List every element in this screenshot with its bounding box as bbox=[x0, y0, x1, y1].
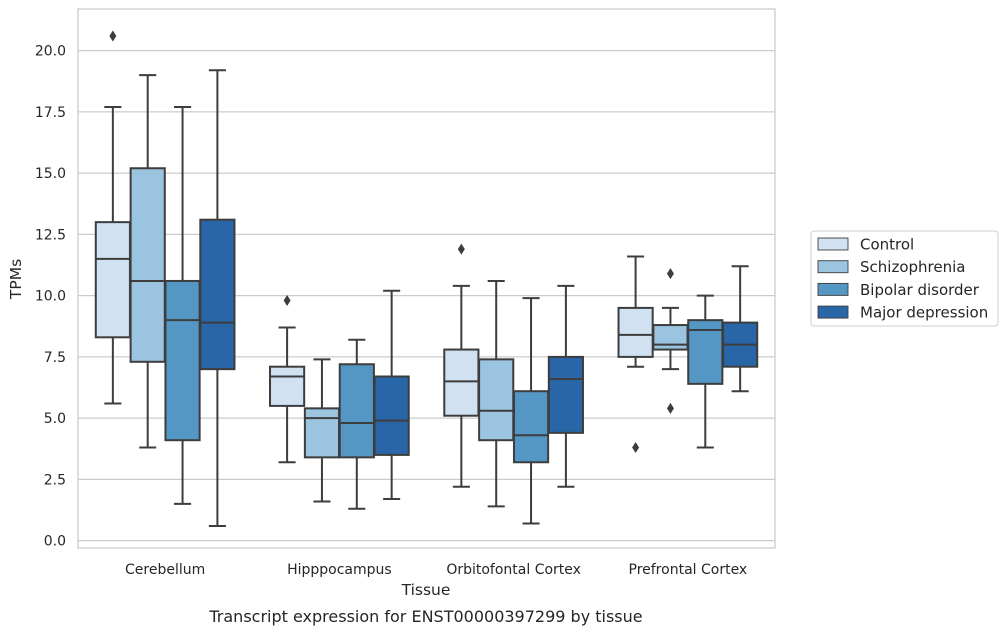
y-tick-label: 5.0 bbox=[44, 411, 66, 427]
box-iqr bbox=[652, 324, 689, 351]
box-schizophrenia bbox=[303, 358, 341, 503]
x-tick-label: Orbitofontal Cortex bbox=[446, 562, 581, 578]
box-bipolar-disorder bbox=[338, 338, 375, 510]
legend-label: Bipolar disorder bbox=[860, 281, 980, 299]
outlier-point bbox=[632, 442, 640, 454]
box-bipolar-disorder bbox=[512, 297, 550, 525]
legend-swatch bbox=[817, 237, 849, 251]
box-iqr bbox=[512, 390, 550, 464]
box-iqr bbox=[269, 365, 306, 407]
box-iqr bbox=[303, 407, 341, 459]
box-iqr bbox=[617, 306, 654, 358]
box-major-depression bbox=[547, 284, 584, 488]
box-schizophrenia bbox=[652, 268, 689, 414]
box-control bbox=[443, 243, 480, 488]
box-iqr bbox=[338, 363, 375, 459]
x-tick-label: Prefrontal Cortex bbox=[629, 562, 748, 578]
outlier-point bbox=[666, 402, 674, 414]
box-major-depression bbox=[373, 289, 410, 500]
y-tick-label: 10.0 bbox=[35, 289, 66, 305]
box-bipolar-disorder bbox=[164, 106, 201, 505]
y-tick-label: 12.5 bbox=[35, 227, 66, 243]
y-tick-labels: 0.0 2.5 5.0 7.5 10.0 12.5 15.0 17.5 20.0 bbox=[35, 44, 66, 550]
box-control bbox=[617, 255, 654, 454]
box-major-depression bbox=[722, 265, 759, 393]
box-bipolar-disorder bbox=[687, 294, 724, 449]
legend-swatch bbox=[817, 282, 849, 296]
box-control bbox=[94, 30, 131, 405]
box-iqr bbox=[443, 348, 480, 417]
legend-swatch bbox=[817, 305, 849, 319]
box-iqr bbox=[164, 279, 201, 442]
box-schizophrenia bbox=[129, 74, 166, 449]
x-tick-label: Cerebellum bbox=[125, 562, 205, 578]
box-control bbox=[269, 295, 306, 464]
y-axis-label: TPMs bbox=[7, 259, 25, 300]
legend-label: Major depression bbox=[860, 304, 988, 322]
outlier-point bbox=[666, 268, 674, 280]
outlier-point bbox=[109, 30, 117, 42]
y-tick-label: 2.5 bbox=[44, 472, 66, 488]
y-tick-label: 20.0 bbox=[35, 44, 66, 60]
legend-items: Control Schizophrenia Bipolar disorder Majo… bbox=[817, 236, 988, 322]
box-major-depression bbox=[199, 69, 236, 527]
outlier-point bbox=[283, 295, 291, 307]
outlier-point bbox=[457, 243, 465, 255]
legend-label: Control bbox=[860, 236, 914, 254]
box-iqr bbox=[547, 355, 584, 434]
y-tick-label: 0.0 bbox=[44, 534, 66, 550]
boxes-layer bbox=[94, 30, 759, 527]
box-iqr bbox=[199, 218, 236, 371]
y-tick-label: 17.5 bbox=[35, 105, 66, 121]
box-iqr bbox=[94, 221, 131, 339]
y-tick-label: 7.5 bbox=[44, 350, 66, 366]
box-schizophrenia bbox=[478, 279, 515, 508]
box-iqr bbox=[373, 375, 410, 456]
axes-frame bbox=[77, 8, 776, 549]
box-iqr bbox=[129, 167, 166, 363]
box-iqr bbox=[478, 358, 515, 442]
legend-frame bbox=[810, 230, 999, 327]
chart-caption: Transcript expression for ENST0000039729… bbox=[208, 607, 642, 626]
legend-label: Schizophrenia bbox=[860, 258, 965, 276]
x-axis-label: Tissue bbox=[401, 581, 451, 599]
x-tick-label: Hipppocampus bbox=[287, 562, 392, 578]
legend: Control Schizophrenia Bipolar disorder Majo… bbox=[810, 230, 999, 327]
x-tick-labels: Cerebellum Hipppocampus Orbitofontal Corte… bbox=[125, 562, 747, 578]
y-tick-label: 15.0 bbox=[35, 166, 66, 182]
legend-swatch bbox=[817, 260, 849, 274]
